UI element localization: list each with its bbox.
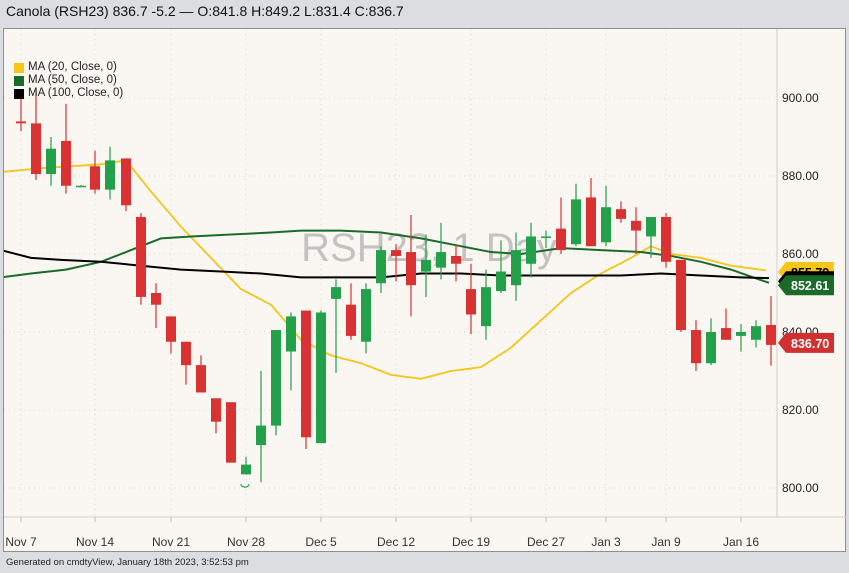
candle[interactable] xyxy=(586,197,596,247)
candle[interactable] xyxy=(121,158,131,206)
candle[interactable] xyxy=(316,312,326,444)
svg-text:852.61: 852.61 xyxy=(791,279,829,293)
footer-generated-note: Generated on cmdtyView, January 18th 202… xyxy=(6,557,249,568)
time-axis: Nov 7 Nov 14 Nov 21 Nov 28 Dec 5 Dec 12 Dec 19… xyxy=(5,517,759,549)
candle[interactable] xyxy=(466,289,476,315)
date-tick-label: Dec 12 xyxy=(377,535,415,549)
chart-panel[interactable]: RSH23, 1 Day 800.00 820.00 840.00 860.00 880… xyxy=(3,28,847,553)
ma50-price-tag xyxy=(778,275,834,296)
candle[interactable] xyxy=(436,252,446,268)
candle[interactable] xyxy=(451,255,461,264)
legend-label: MA (50, Close, 0) xyxy=(28,74,117,86)
candle[interactable] xyxy=(301,310,311,438)
candle[interactable] xyxy=(706,332,716,364)
ma50-swatch-icon xyxy=(14,75,24,86)
candle[interactable] xyxy=(166,316,176,342)
candle[interactable] xyxy=(421,259,431,272)
price-tick-label: 800.00 xyxy=(782,481,819,495)
candle[interactable] xyxy=(661,216,671,262)
legend-item-ma100[interactable]: MA (100, Close, 0) xyxy=(14,87,123,100)
candle[interactable] xyxy=(526,236,536,264)
price-tick-label: 900.00 xyxy=(782,91,819,105)
candle[interactable] xyxy=(181,341,191,366)
candlesticks xyxy=(16,90,776,488)
candle[interactable] xyxy=(31,123,41,175)
candle[interactable] xyxy=(601,207,611,243)
candle[interactable] xyxy=(691,330,701,364)
candle[interactable] xyxy=(646,216,656,237)
legend-item-ma50[interactable]: MA (50, Close, 0) xyxy=(14,74,123,87)
candle[interactable] xyxy=(226,402,236,463)
candle[interactable] xyxy=(16,121,26,124)
candle[interactable] xyxy=(151,293,161,305)
price-tick-label: 860.00 xyxy=(782,247,819,261)
ma-line-0 xyxy=(4,159,767,380)
candle[interactable] xyxy=(406,252,416,286)
candle[interactable] xyxy=(196,365,206,393)
candle[interactable] xyxy=(766,324,776,345)
price-tick-label: 820.00 xyxy=(782,403,819,417)
chart-canvas[interactable]: RSH23, 1 Day 800.00820.00840.00860.00880… xyxy=(4,29,847,553)
date-tick-label: Nov 28 xyxy=(227,535,265,549)
candle[interactable] xyxy=(271,330,281,426)
ma20-swatch-icon xyxy=(14,62,24,73)
candle[interactable] xyxy=(76,185,86,188)
candle[interactable] xyxy=(511,250,521,286)
candle[interactable] xyxy=(136,216,146,297)
candle[interactable] xyxy=(361,289,371,342)
candle[interactable] xyxy=(286,316,296,352)
candle[interactable] xyxy=(376,250,386,284)
candle[interactable] xyxy=(541,236,551,238)
candle[interactable] xyxy=(61,140,71,186)
candle[interactable] xyxy=(676,259,686,331)
candle[interactable] xyxy=(46,148,56,175)
candle[interactable] xyxy=(616,209,626,219)
date-tick-label: Dec 5 xyxy=(305,535,337,549)
date-tick-label: Jan 16 xyxy=(723,535,759,549)
legend-label: MA (100, Close, 0) xyxy=(28,87,124,99)
date-tick-label: Jan 3 xyxy=(591,535,621,549)
chart-header-title: Canola (RSH23) 836.7 -5.2 — O:841.8 H:84… xyxy=(6,3,404,19)
svg-text:836.70: 836.70 xyxy=(791,337,829,351)
date-tick-label: Dec 27 xyxy=(527,535,565,549)
candle[interactable] xyxy=(736,332,746,336)
legend: MA (20, Close, 0) MA (50, Close, 0) MA (… xyxy=(14,61,123,100)
date-tick-label: Dec 19 xyxy=(452,535,490,549)
last-price-tag xyxy=(778,332,834,353)
legend-item-ma20[interactable]: MA (20, Close, 0) xyxy=(14,61,123,74)
candle[interactable] xyxy=(721,328,731,340)
date-tick-label: Nov 21 xyxy=(152,535,190,549)
candle[interactable] xyxy=(571,199,581,245)
candle[interactable] xyxy=(751,326,761,340)
date-tick-label: Jan 9 xyxy=(651,535,681,549)
candle[interactable] xyxy=(631,220,641,231)
candle[interactable] xyxy=(556,228,566,251)
candle[interactable] xyxy=(481,287,491,327)
candle[interactable] xyxy=(391,250,401,256)
candle[interactable] xyxy=(331,287,341,299)
price-tick-label: 880.00 xyxy=(782,169,819,183)
candle[interactable] xyxy=(105,160,115,190)
candle[interactable] xyxy=(241,464,251,475)
date-tick-label: Nov 7 xyxy=(5,535,37,549)
candle[interactable] xyxy=(346,304,356,336)
candle[interactable] xyxy=(90,166,100,190)
date-tick-label: Nov 14 xyxy=(76,535,114,549)
legend-label: MA (20, Close, 0) xyxy=(28,61,117,73)
ma100-swatch-icon xyxy=(14,88,24,99)
candle[interactable] xyxy=(496,271,506,292)
candle[interactable] xyxy=(211,398,221,422)
candle[interactable] xyxy=(256,425,266,446)
